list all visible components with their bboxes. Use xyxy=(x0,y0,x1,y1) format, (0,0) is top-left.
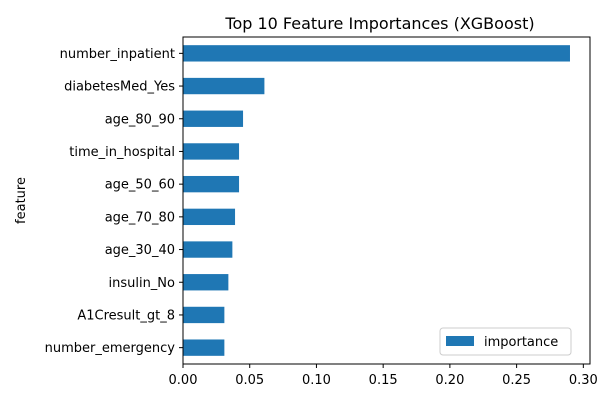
bar-insulin_No xyxy=(183,274,229,291)
bar-number_emergency xyxy=(183,339,225,356)
bar-A1Cresult_gt_8 xyxy=(183,306,225,324)
bar-age_30_40 xyxy=(183,241,233,258)
x-tick-label: 0.05 xyxy=(235,373,264,388)
bar-time_in_hospital xyxy=(183,143,240,160)
bar-diabetesMed_Yes xyxy=(183,77,265,95)
x-tick-label: 0.15 xyxy=(369,373,398,388)
bar-age_70_80 xyxy=(183,208,236,226)
x-tick-label: 0.30 xyxy=(569,373,598,388)
y-tick-label: diabetesMed_Yes xyxy=(64,80,175,95)
x-tick-label: 0.20 xyxy=(435,373,464,388)
y-tick-label: age_80_90 xyxy=(105,112,175,127)
bar-age_80_90 xyxy=(183,110,244,127)
y-tick-label: A1Cresult_gt_8 xyxy=(77,308,175,323)
y-tick-label: number_inpatient xyxy=(60,47,175,62)
y-tick-label: time_in_hospital xyxy=(69,145,175,160)
y-tick-label: age_50_60 xyxy=(105,178,175,193)
y-tick-label: age_70_80 xyxy=(105,210,175,225)
legend: importance xyxy=(439,327,572,356)
x-tick-label: 0.00 xyxy=(169,373,198,388)
legend-box xyxy=(439,327,572,356)
legend-label: importance xyxy=(484,335,558,350)
y-tick-label: number_emergency xyxy=(45,341,176,356)
x-tick-label: 0.10 xyxy=(302,373,331,388)
legend-swatch xyxy=(446,336,474,346)
plot-frame xyxy=(182,36,591,365)
bar-number_inpatient xyxy=(183,45,570,62)
y-axis-label: feature xyxy=(14,177,29,224)
y-tick-label: age_30_40 xyxy=(105,243,175,258)
y-tick-label: insulin_No xyxy=(108,276,175,291)
bar-age_50_60 xyxy=(183,175,240,193)
chart-title: Top 10 Feature Importances (XGBoost) xyxy=(224,14,534,33)
x-tick-label: 0.25 xyxy=(502,373,531,388)
